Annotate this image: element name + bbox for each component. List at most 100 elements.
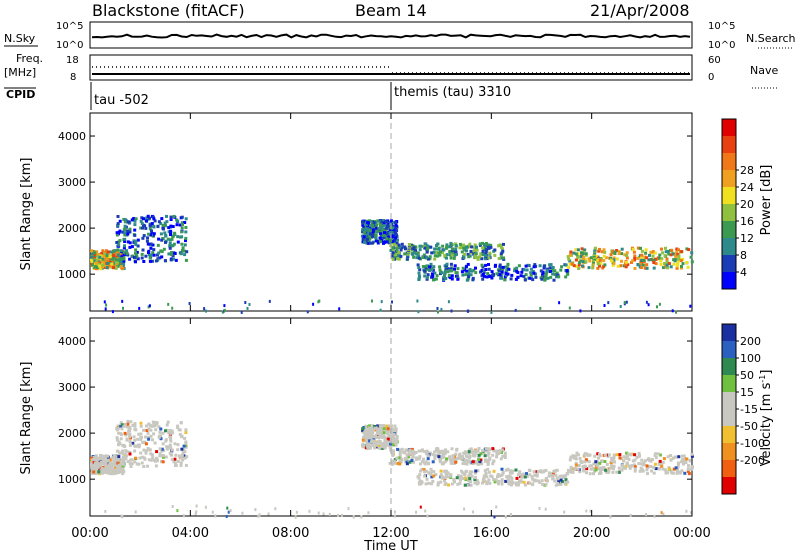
echo-cell	[486, 467, 490, 471]
echo-cell	[398, 452, 402, 456]
echo-cell	[605, 463, 609, 466]
echo-cell	[312, 302, 315, 306]
echo-cell	[158, 452, 162, 456]
echo-cell	[417, 254, 421, 258]
echo-cell	[651, 254, 655, 258]
echo-cell	[686, 265, 690, 269]
echo-cell	[468, 456, 471, 459]
echo-cell	[645, 256, 649, 260]
echo-cell	[564, 480, 568, 484]
colorbar-swatch	[722, 426, 736, 444]
colorbar-tick-label: -200	[740, 454, 765, 467]
echo-cell	[225, 515, 228, 518]
echo-cell	[117, 443, 120, 447]
echo-cell	[527, 468, 531, 472]
echo-cell	[603, 453, 607, 457]
echo-cell	[418, 268, 422, 272]
echo-cell	[179, 252, 183, 256]
echo-cell	[489, 245, 493, 249]
echo-cell	[497, 482, 500, 486]
echo-cell	[642, 259, 646, 262]
echo-cell	[598, 472, 601, 476]
echo-cell	[369, 232, 372, 236]
nave-label: Nave	[750, 64, 778, 77]
echo-cell	[444, 448, 448, 452]
echo-cell	[94, 265, 97, 269]
echo-cell	[492, 469, 496, 473]
echo-cell	[184, 217, 188, 221]
echo-cell	[90, 263, 94, 267]
echo-cell	[389, 424, 393, 428]
echo-cell	[380, 221, 384, 225]
echo-cell	[613, 250, 617, 254]
echo-cell	[379, 425, 383, 429]
echo-cell	[110, 262, 114, 266]
echo-cell	[374, 221, 378, 225]
echo-cell	[125, 251, 129, 255]
echo-cell	[160, 238, 164, 242]
echo-cell	[445, 262, 449, 266]
echo-cell	[424, 264, 428, 268]
echo-cell	[568, 259, 572, 263]
echo-cell	[623, 301, 626, 304]
echo-cell	[106, 259, 110, 263]
echo-cell	[594, 468, 598, 472]
echo-cell	[374, 443, 378, 447]
echo-cell	[123, 218, 127, 222]
echo-cell	[592, 257, 596, 261]
echo-cell	[625, 254, 629, 257]
echo-cell	[449, 256, 453, 260]
echo-cell	[476, 257, 480, 261]
echo-cell	[174, 258, 178, 262]
echo-cell	[658, 302, 661, 306]
echo-cell	[453, 267, 456, 271]
echo-cell	[371, 434, 375, 438]
echo-cell	[374, 233, 378, 237]
echo-cell	[123, 220, 127, 224]
echo-cell	[123, 445, 127, 449]
echo-cell	[460, 469, 463, 473]
echo-cell	[485, 447, 488, 450]
velocity-panel-frame	[89, 317, 693, 517]
echo-cell	[176, 219, 180, 223]
echo-cell	[429, 245, 433, 249]
echo-cell	[599, 471, 603, 475]
echo-cell	[176, 443, 180, 447]
echo-cell	[142, 465, 146, 468]
echo-cell	[155, 253, 159, 257]
echo-cell	[317, 511, 320, 515]
echo-cell	[149, 458, 153, 462]
echo-cell	[170, 237, 174, 241]
echo-cell	[651, 458, 654, 462]
echo-cell	[650, 469, 654, 473]
echo-cell	[129, 458, 133, 462]
echo-cell	[143, 457, 147, 461]
echo-cell	[394, 221, 398, 225]
echo-cell	[465, 249, 468, 253]
echo-cell	[115, 428, 119, 432]
power-colorbar-label: Power [dB]	[759, 165, 774, 236]
freq-tick-top: 18	[66, 55, 79, 66]
echo-cell	[620, 247, 624, 251]
echo-cell	[509, 277, 513, 281]
echo-cell	[152, 248, 156, 252]
echo-cell	[509, 483, 513, 487]
echo-cell	[506, 477, 510, 481]
echo-cell	[521, 474, 525, 478]
echo-cell	[95, 266, 99, 269]
echo-cell	[502, 242, 505, 246]
echo-cell	[576, 467, 580, 471]
echo-cell	[111, 310, 114, 314]
echo-cell	[103, 462, 107, 466]
echo-cell	[528, 481, 532, 485]
echo-cell	[363, 439, 367, 442]
echo-cell	[505, 268, 509, 272]
echo-cell	[363, 233, 367, 237]
echo-cell	[125, 454, 129, 458]
echo-cell	[451, 457, 455, 461]
echo-cell	[626, 263, 630, 267]
echo-cell	[107, 257, 111, 261]
echo-cell	[368, 446, 372, 450]
echo-cell	[497, 479, 501, 483]
echo-cell	[123, 240, 127, 243]
